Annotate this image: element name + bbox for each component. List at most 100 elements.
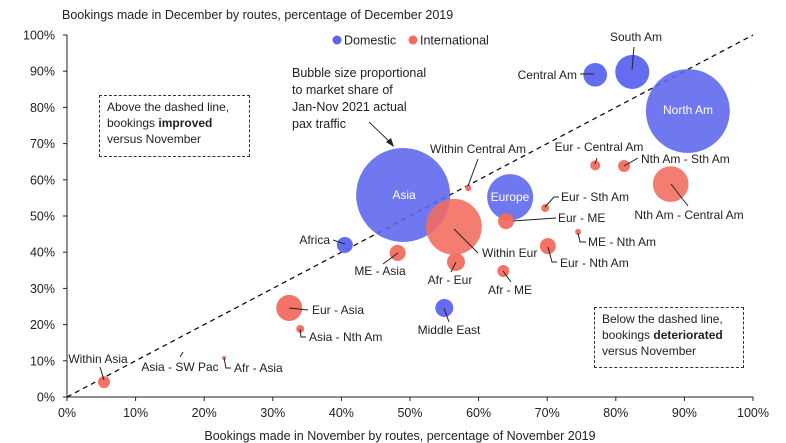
bubble-label: Europe <box>491 190 530 204</box>
note-arrow <box>368 121 392 144</box>
leader-line <box>179 351 184 358</box>
legend-domestic-marker <box>332 35 342 45</box>
leader-line <box>450 261 457 273</box>
x-tick-label: 20% <box>192 406 217 420</box>
x-tick-label: 30% <box>260 406 285 420</box>
bubble-south-am <box>615 54 650 89</box>
y-tick-label: 80% <box>30 101 55 115</box>
y-tick-label: 90% <box>30 65 55 79</box>
leader-line <box>577 232 586 243</box>
x-tick-label: 80% <box>603 406 628 420</box>
x-tick-label: 90% <box>672 406 697 420</box>
note-line: to market share of <box>292 83 393 97</box>
leader-line <box>594 157 598 165</box>
bubble-eur-nth-am <box>539 238 556 255</box>
bubble-within-asia <box>98 376 111 389</box>
y-tick-label: 70% <box>30 137 55 151</box>
bubble-within-central-am <box>465 185 472 192</box>
leader-line <box>99 366 105 381</box>
legend: Domestic International <box>332 34 489 48</box>
bubble-label: Within Eur <box>482 246 537 260</box>
note-text: bookings improved <box>107 115 242 131</box>
bubble-label: Nth Am - Central Am <box>634 208 743 222</box>
y-tick-label: 60% <box>30 173 55 187</box>
note-text: versus November <box>107 132 202 146</box>
bubble-me-nth-am <box>575 228 582 235</box>
leader-line <box>512 217 557 222</box>
bubble-label: Central Am <box>518 68 577 82</box>
bubble-label: ME - Asia <box>354 264 406 278</box>
leader-line <box>453 228 479 254</box>
y-tick-label: 30% <box>30 282 55 296</box>
bubble-label: Africa <box>299 233 330 247</box>
bubble-label: ME - Nth Am <box>588 235 656 249</box>
bubble-north-am <box>645 69 730 153</box>
legend-international-marker <box>408 35 418 45</box>
bubble-eur-sth-am <box>541 204 550 213</box>
bubble-label: Nth Am - Sth Am <box>641 152 730 166</box>
bubble-nth-am-central-am <box>652 166 689 203</box>
legend-domestic-label: Domestic <box>344 34 396 48</box>
leader-line <box>544 196 559 208</box>
leader-line <box>631 46 635 71</box>
bubble-africa <box>336 236 353 253</box>
bubble-label: Eur - ME <box>558 211 605 225</box>
x-tick-label: 70% <box>535 406 560 420</box>
y-tick-label: 20% <box>30 318 55 332</box>
bubble-europe <box>487 174 534 221</box>
x-tick-label: 50% <box>397 406 422 420</box>
y-tick-label: 40% <box>30 246 55 260</box>
x-tick-label: 100% <box>737 406 769 420</box>
bubble-label: North Am <box>663 103 713 117</box>
note-text: bookings <box>602 328 654 342</box>
chart-title: Bookings made in December by routes, per… <box>62 8 453 22</box>
x-tick-label: 60% <box>466 406 491 420</box>
bubble-label: Eur - Sth Am <box>561 190 629 204</box>
bubble-label: Eur - Nth Am <box>560 256 629 270</box>
bubble-label: Afr - Eur <box>428 273 473 287</box>
note-text: bookings deteriorated <box>602 327 736 343</box>
x-tick-label: 10% <box>123 406 148 420</box>
bubble-label: Middle East <box>418 323 481 337</box>
bubble-eur-me <box>498 213 515 230</box>
leader-line <box>299 328 306 338</box>
note-line: pax traffic <box>292 117 346 131</box>
bubble-label: Afr - Asia <box>234 361 283 375</box>
bubble-label: Eur - Asia <box>312 303 364 317</box>
note-bold: improved <box>158 116 213 130</box>
bubble-central-am <box>583 62 608 87</box>
bubble-within-eur <box>425 198 482 255</box>
bubble-asia-nth-am <box>296 324 305 333</box>
leader-line <box>623 157 639 167</box>
note-text: Above the dashed line, <box>107 100 230 114</box>
leader-line <box>223 357 231 369</box>
bubble-afr-asia <box>222 355 227 360</box>
leader-line <box>332 239 346 245</box>
bubble-afr-eur <box>446 252 465 271</box>
arrow-head-icon <box>386 138 394 147</box>
note-text: versus November <box>602 344 697 358</box>
note-line: Bubble size proportional <box>292 66 426 80</box>
leader-line <box>670 183 689 207</box>
leader-line <box>382 252 399 265</box>
leader-line <box>547 246 557 263</box>
note-bold: deteriorated <box>653 328 723 342</box>
note-text: bookings <box>107 116 159 130</box>
bubble-label: Afr - ME <box>488 283 532 297</box>
y-tick-label: 100% <box>23 29 55 43</box>
above-line-note: Above the dashed line, bookings improved… <box>99 95 250 157</box>
bubble-label: Asia <box>392 188 416 202</box>
y-tick-label: 10% <box>30 354 55 368</box>
bubble-eur-central-am <box>590 160 601 171</box>
y-tick-label: 0% <box>37 391 55 405</box>
bubble-label: Within Central Am <box>430 142 526 156</box>
leader-line <box>502 270 512 283</box>
leader-line <box>288 307 309 311</box>
bubble-asia <box>356 147 451 243</box>
note-text: Below the dashed line, <box>602 312 723 326</box>
y-tick-label: 50% <box>30 210 55 224</box>
bubble-label: Asia - Nth Am <box>309 330 382 344</box>
bubble-size-note: Bubble size proportional to market share… <box>292 66 426 147</box>
